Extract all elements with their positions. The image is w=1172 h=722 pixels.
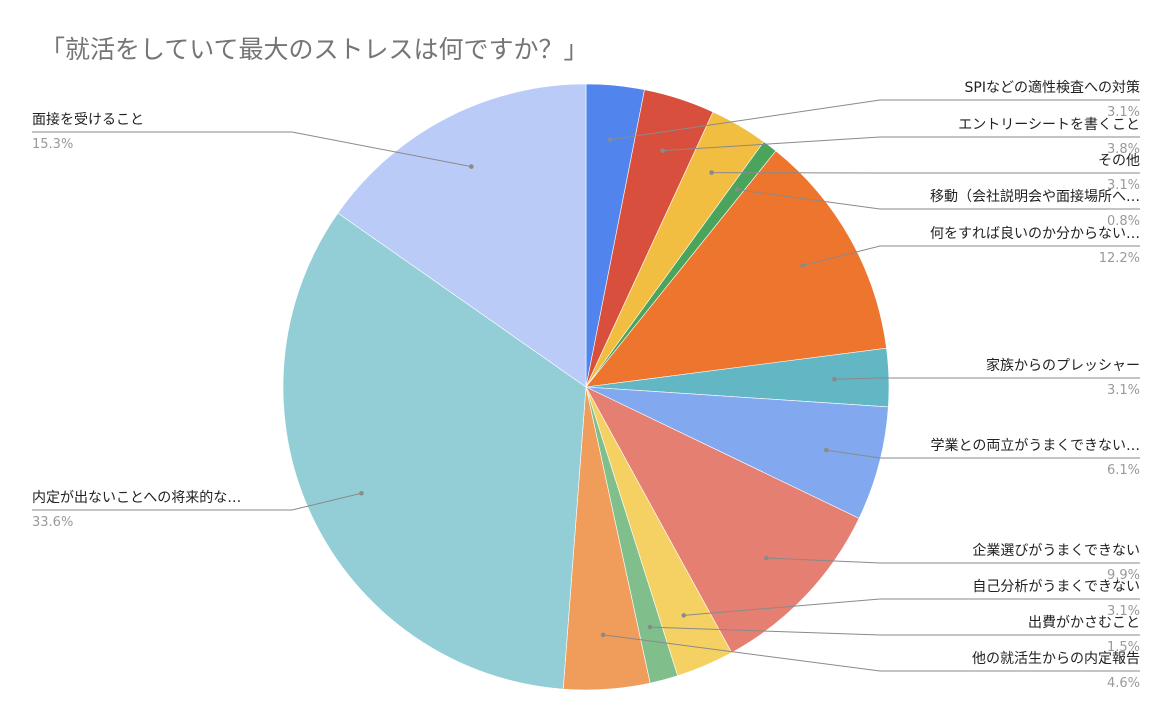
leader-dot <box>359 490 364 496</box>
slice-label: 家族からのプレッシャー <box>986 357 1140 374</box>
pie-slice <box>585 150 887 388</box>
slice-percent: 6.1% <box>1107 463 1140 478</box>
slice-label: SPIなどの適性検査への対策 <box>965 79 1140 96</box>
leader-line <box>834 377 1140 380</box>
leader-line <box>610 99 1140 141</box>
leader-dot <box>800 263 806 268</box>
slice-percent: 3.8% <box>1107 142 1140 157</box>
slice-label: 出費がかさむこと <box>1028 615 1140 631</box>
leader-line <box>603 634 1140 672</box>
leader-line <box>32 492 362 511</box>
leader-dot <box>469 164 474 169</box>
slice-percent: 3.1% <box>1107 604 1140 619</box>
leader-line <box>802 245 1140 266</box>
slice-label: 学業との両立がうまくできない… <box>931 438 1140 454</box>
slice-label: 他の就活生からの内定報告 <box>972 651 1140 667</box>
pie-slice <box>337 83 587 388</box>
slice-percent: 9.9% <box>1107 568 1140 583</box>
slice-percent: 12.2% <box>1099 251 1140 266</box>
leader-line <box>32 131 472 168</box>
leader-line <box>826 449 1140 459</box>
slice-percent: 4.6% <box>1107 676 1140 691</box>
slice-label: エントリーシートを書くこと <box>958 117 1140 133</box>
slice-label: 何をすれば良いのか分からない… <box>930 226 1140 242</box>
slice-percent: 33.6% <box>32 515 73 530</box>
chart-title: 「就活をしていて最大のストレスは何ですか？」 <box>40 35 589 64</box>
leader-line <box>649 626 1140 636</box>
leader-line <box>766 557 1140 564</box>
slice-label: 企業選びがうまくできない <box>972 542 1140 559</box>
slice-label: 内定が出ないことへの将来的な… <box>32 490 241 506</box>
slice-percent: 3.1% <box>1107 383 1140 398</box>
slice-label: 自己分析がうまくできない <box>972 579 1140 595</box>
leader-line <box>683 598 1140 616</box>
slice-label: その他 <box>1098 153 1140 169</box>
slice-percent: 1.5% <box>1107 640 1140 655</box>
slice-percent: 15.3% <box>32 137 73 152</box>
slice-label: 移動（会社説明会や面接場所へ… <box>930 188 1140 205</box>
leader-line <box>662 136 1140 152</box>
slice-percent: 3.1% <box>1107 178 1140 193</box>
slice-percent: 0.8% <box>1107 214 1140 229</box>
pie-slice <box>282 212 587 690</box>
pie-slice <box>585 386 860 654</box>
leader-line <box>736 189 1140 210</box>
slice-percent: 3.1% <box>1107 105 1140 120</box>
slice-label: 面接を受けること <box>32 111 144 128</box>
